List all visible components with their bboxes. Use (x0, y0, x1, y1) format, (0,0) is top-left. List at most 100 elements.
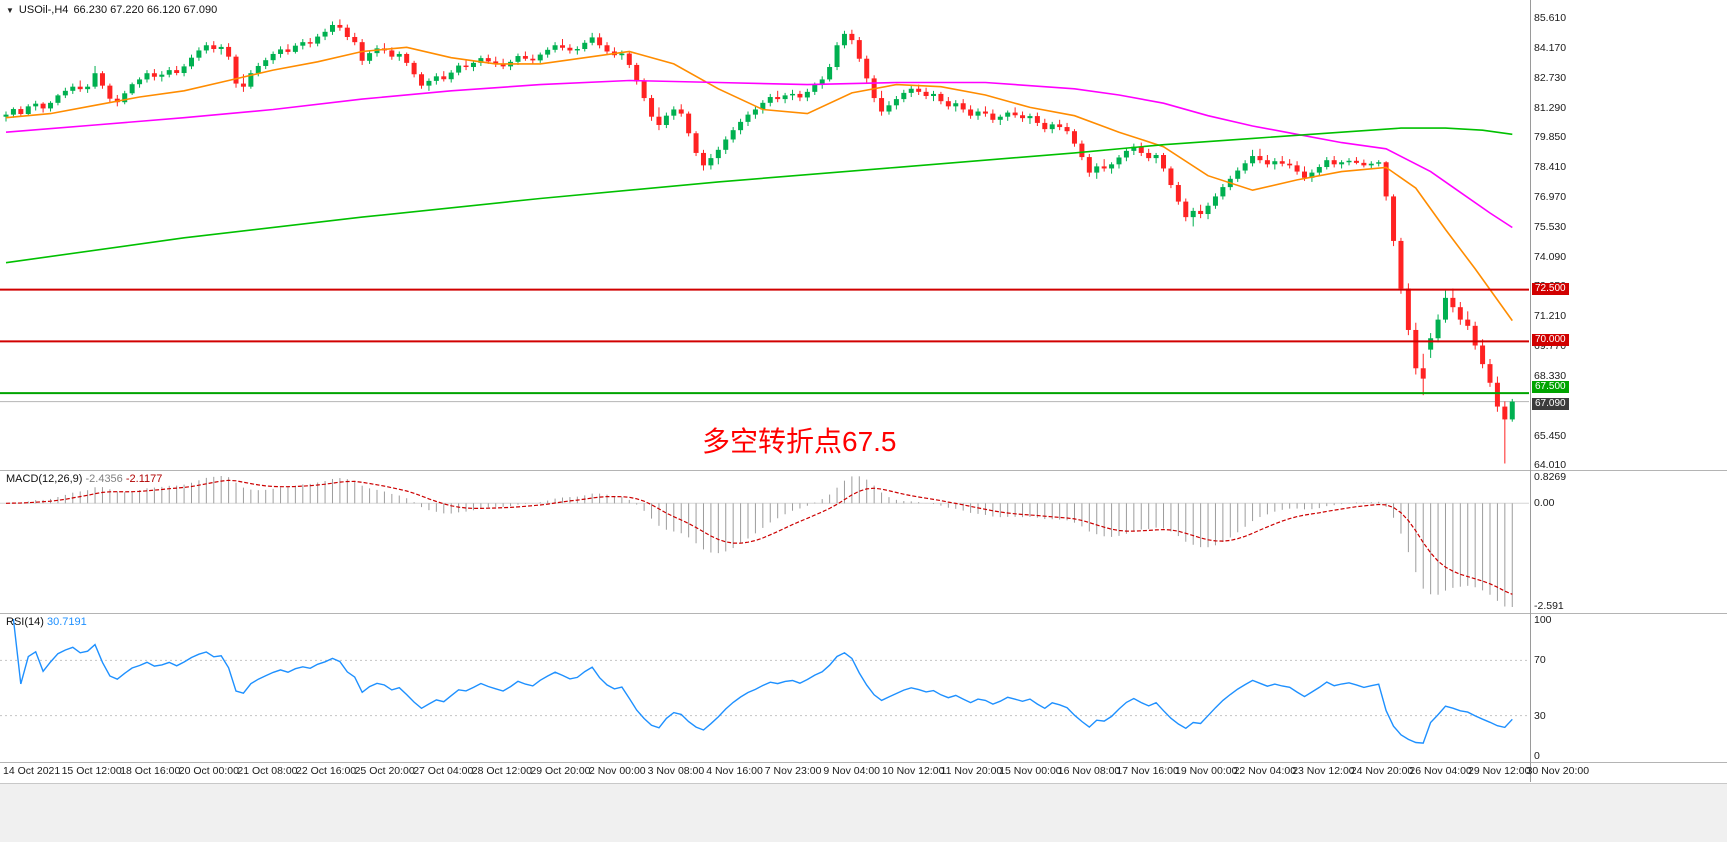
candle-bull (315, 36, 321, 44)
candle-bear (775, 97, 781, 100)
candle-bear (1264, 160, 1270, 165)
candle-bull (1316, 167, 1322, 173)
candle-bull (790, 93, 796, 96)
candle-bear (463, 65, 469, 68)
rsi-value: 30.7191 (46, 616, 87, 628)
candle-bear (982, 111, 988, 114)
rsi-name: RSI(14) (6, 616, 44, 628)
panel-divider-rsi (0, 613, 1727, 614)
candle-bear (1086, 157, 1092, 173)
candle-bull (1376, 162, 1382, 164)
candle-bull (248, 73, 254, 87)
candle-bear (1472, 325, 1478, 346)
candle-bull (745, 114, 751, 122)
candle-bear (560, 45, 565, 48)
candle-bull (1235, 170, 1241, 179)
candle-bull (819, 79, 825, 86)
candle-bear (990, 113, 996, 120)
candle-bear (1146, 152, 1152, 159)
candle-bull (1212, 196, 1218, 206)
candle-bear (285, 49, 291, 52)
candle-bear (634, 64, 640, 82)
annotation-text: 多空转折点67.5 (702, 426, 897, 457)
candle-bull (1368, 163, 1374, 166)
candle-bull (671, 109, 677, 116)
candle-bull (812, 85, 818, 92)
candle-bear (1480, 345, 1486, 365)
candle-bull (25, 106, 31, 115)
candle-bull (456, 65, 462, 73)
candle-bear (411, 62, 417, 75)
candle-bull (1049, 124, 1055, 130)
candle-bull (574, 48, 580, 51)
chart-header: ▼ USOil-,H4 66.230 67.220 66.120 67.090 (6, 4, 217, 16)
candle-bull (10, 109, 16, 115)
candle-bull (834, 45, 840, 68)
symbol-timeframe: USOil-,H4 (18, 4, 69, 16)
candle-bull (1109, 164, 1115, 169)
candle-bear (968, 109, 974, 116)
candle-bull (723, 139, 729, 150)
candle-bull (1116, 157, 1122, 165)
candle-bull (122, 93, 128, 103)
candle-bear (522, 56, 528, 59)
candle-bear (493, 61, 499, 64)
candle-bull (1346, 160, 1352, 163)
candle-bear (1012, 112, 1018, 116)
candle-bear (1042, 122, 1048, 130)
candle-bear (604, 45, 610, 52)
candle-bear (626, 53, 632, 65)
candle-bear (938, 93, 944, 102)
candle-bull (886, 105, 892, 112)
candle-bear (1465, 319, 1471, 326)
candle-bear (1175, 185, 1181, 202)
candle-bear (945, 101, 951, 107)
candle-bull (396, 53, 402, 57)
candle-bull (537, 54, 543, 61)
symbol-menu-icon[interactable]: ▼ (6, 5, 14, 15)
candle-bull (708, 158, 714, 166)
candle-bear (797, 93, 803, 98)
candle-bear (107, 85, 113, 99)
panel-divider-macd (0, 470, 1727, 471)
candle-bear (40, 103, 46, 109)
candle-bull (1205, 205, 1211, 215)
candle-bull (70, 86, 76, 91)
candle-bear (879, 98, 885, 112)
candle-bear (1294, 165, 1300, 172)
candle-bear (656, 116, 662, 125)
candle-bull (196, 50, 202, 58)
candle-bull (292, 45, 298, 52)
moving-average-orange (5, 46, 1513, 322)
bottom-strip (0, 783, 1727, 842)
candle-bull (1242, 163, 1248, 171)
candle-bear (923, 91, 929, 96)
candle-bear (1020, 115, 1026, 119)
candle-bull (478, 58, 484, 63)
candle-bear (352, 36, 358, 43)
candle-bull (931, 93, 936, 96)
candle-bull (181, 66, 187, 74)
candle-bear (1257, 156, 1263, 161)
candle-bear (530, 58, 536, 61)
candle-bull (1250, 156, 1256, 164)
candle-bear (344, 27, 350, 37)
macd-value-main: -2.4356 (85, 473, 123, 485)
candle-bull (1131, 146, 1137, 151)
candle-bull (782, 95, 788, 100)
candle-bull (159, 74, 165, 77)
candle-bear (1487, 364, 1493, 383)
candle-bull (1272, 161, 1278, 165)
macd-name: MACD(12,26,9) (6, 473, 83, 485)
macd-indicator-label: MACD(12,26,9) -2.4356 -2.1177 (6, 473, 162, 485)
candle-bull (55, 95, 61, 103)
candle-bull (322, 31, 328, 37)
candle-bear (1057, 124, 1063, 128)
candle-bear (18, 109, 24, 115)
candle-bull (767, 97, 773, 103)
rsi-line (12, 618, 1513, 744)
candle-bear (211, 45, 217, 49)
candle-bear (151, 73, 157, 77)
candle-bull (1509, 401, 1515, 420)
